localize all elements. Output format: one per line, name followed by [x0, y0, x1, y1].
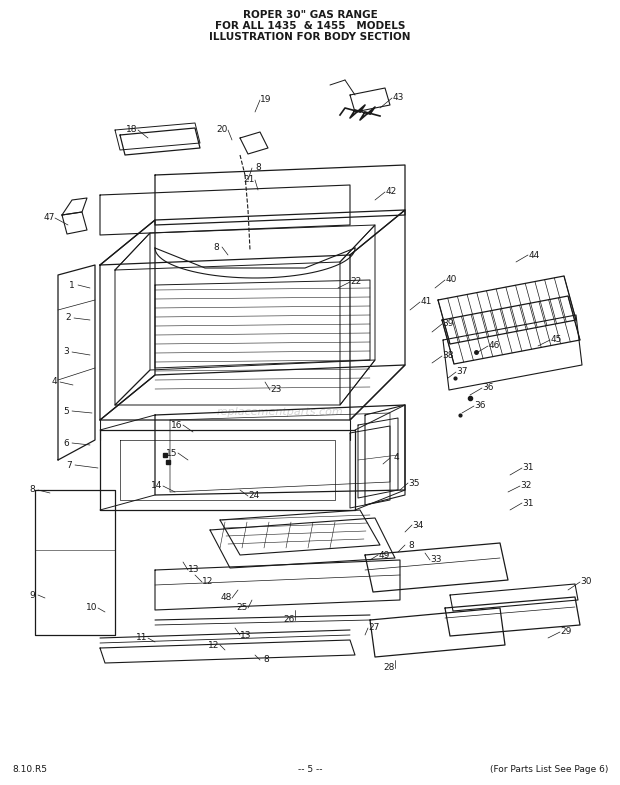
Text: 42: 42 — [386, 188, 397, 196]
Text: 8.10.R5: 8.10.R5 — [12, 765, 47, 775]
Text: (For Parts List See Page 6): (For Parts List See Page 6) — [490, 765, 608, 775]
Text: 13: 13 — [188, 565, 200, 575]
Text: ILLUSTRATION FOR BODY SECTION: ILLUSTRATION FOR BODY SECTION — [210, 32, 410, 42]
Text: 49: 49 — [378, 550, 390, 560]
Text: ROPER 30" GAS RANGE: ROPER 30" GAS RANGE — [242, 10, 378, 20]
Text: 43: 43 — [392, 93, 404, 103]
Text: 32: 32 — [520, 481, 532, 491]
Text: 31: 31 — [522, 498, 534, 507]
Text: 22: 22 — [350, 278, 361, 287]
Text: 23: 23 — [270, 385, 281, 395]
Text: 26: 26 — [283, 615, 294, 625]
Text: 15: 15 — [166, 448, 178, 458]
Text: 24: 24 — [249, 491, 260, 501]
Text: 14: 14 — [151, 481, 162, 491]
Text: 6: 6 — [63, 439, 69, 447]
Text: 4: 4 — [393, 454, 399, 462]
Text: 5: 5 — [63, 407, 69, 415]
Text: FOR ALL 1435  & 1455   MODELS: FOR ALL 1435 & 1455 MODELS — [215, 21, 405, 31]
Text: 25: 25 — [236, 604, 247, 612]
Text: 45: 45 — [551, 335, 562, 345]
Text: -- 5 --: -- 5 -- — [298, 765, 322, 775]
Text: 12: 12 — [208, 641, 219, 649]
Text: 37: 37 — [456, 367, 467, 377]
Text: 40: 40 — [445, 276, 457, 284]
Text: 12: 12 — [202, 578, 214, 586]
Text: 10: 10 — [86, 604, 98, 612]
Text: 7: 7 — [66, 461, 72, 469]
Text: 30: 30 — [580, 578, 591, 586]
Text: 11: 11 — [136, 633, 148, 642]
Text: 36: 36 — [474, 401, 485, 411]
Text: 35: 35 — [408, 479, 420, 487]
Text: 9: 9 — [29, 590, 35, 600]
Text: 1: 1 — [69, 280, 75, 290]
Text: 27: 27 — [368, 623, 379, 633]
Text: 38: 38 — [442, 352, 454, 360]
Text: 8: 8 — [255, 163, 261, 173]
Text: 4: 4 — [51, 378, 57, 386]
Text: 34: 34 — [412, 520, 423, 530]
Text: 44: 44 — [528, 250, 539, 260]
Text: 33: 33 — [430, 556, 441, 564]
Text: 20: 20 — [216, 126, 228, 134]
Text: 31: 31 — [522, 463, 534, 473]
Text: 18: 18 — [126, 126, 138, 134]
Text: 21: 21 — [243, 176, 255, 184]
Text: 41: 41 — [420, 298, 432, 306]
Text: 47: 47 — [43, 214, 55, 222]
Text: 8: 8 — [213, 243, 219, 251]
Text: 8: 8 — [408, 541, 414, 550]
Text: 29: 29 — [560, 627, 572, 637]
Text: replacementparts.com: replacementparts.com — [216, 407, 343, 417]
Text: 39: 39 — [442, 319, 454, 328]
Text: 46: 46 — [489, 341, 500, 350]
Text: 16: 16 — [171, 421, 183, 429]
Text: 8: 8 — [29, 485, 35, 495]
Text: 13: 13 — [241, 630, 252, 640]
Text: 2: 2 — [65, 313, 71, 323]
Text: 3: 3 — [63, 348, 69, 356]
Text: 48: 48 — [220, 593, 232, 603]
Text: 19: 19 — [260, 96, 272, 104]
Text: 36: 36 — [482, 384, 494, 392]
Text: 28: 28 — [383, 663, 395, 673]
Text: 8: 8 — [263, 655, 269, 664]
